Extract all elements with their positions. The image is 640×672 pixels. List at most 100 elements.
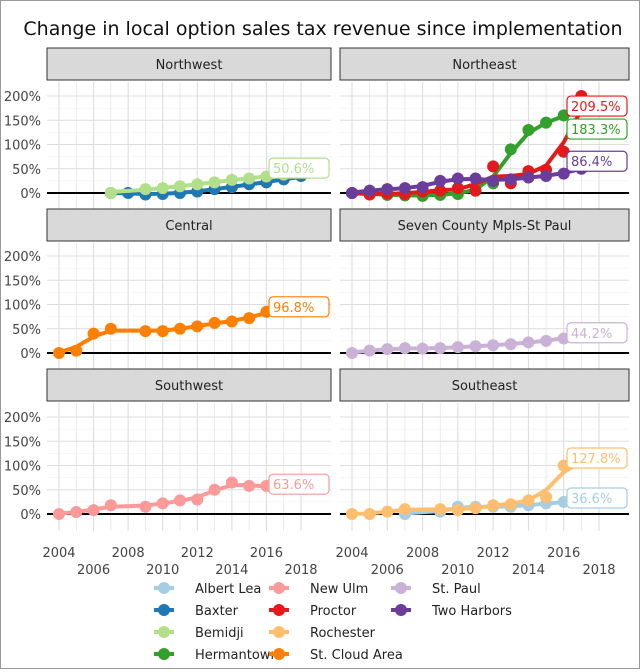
y-tick-label: 50% — [12, 163, 41, 178]
panel-seven-county-mpls-st-paul: Seven County Mpls-St Paul 44.2% — [339, 208, 630, 370]
y-tick-label: 200% — [4, 250, 41, 265]
panel-title: Southwest — [155, 379, 223, 394]
data-point — [434, 503, 447, 516]
legend-marker — [158, 582, 170, 594]
legend-item: St. Paul — [391, 582, 481, 597]
legend-item: Albert Lea — [154, 582, 261, 597]
x-tick-label: 2012 — [181, 546, 214, 561]
y-tick-label: 150% — [4, 274, 41, 289]
data-point — [225, 315, 238, 328]
data-point — [53, 347, 65, 359]
data-point — [451, 504, 464, 517]
x-tick-label: 2012 — [477, 546, 510, 561]
legend-label: St. Cloud Area — [310, 648, 403, 663]
value-label: 127.8% — [571, 452, 621, 467]
data-point — [225, 173, 238, 186]
data-point — [381, 343, 394, 356]
data-point — [174, 180, 186, 193]
legend-label: New Ulm — [310, 582, 368, 597]
legend-item: Baxter — [154, 604, 239, 619]
panel-title: Southeast — [452, 379, 518, 394]
panel-central: Central 0% 50% 100% 150% 200% 96.8% — [4, 208, 332, 370]
legend-marker — [395, 604, 407, 616]
value-label: 183.3% — [571, 123, 621, 138]
data-point — [243, 312, 256, 325]
value-label-box — [566, 447, 628, 469]
data-point — [87, 327, 100, 340]
data-point — [504, 498, 517, 511]
panel-strip — [46, 47, 332, 81]
x-tick-label: 2006 — [77, 563, 110, 578]
data-point — [191, 320, 204, 333]
panel-strip — [46, 368, 332, 402]
y-tick-label: 150% — [4, 435, 41, 450]
data-point — [522, 336, 535, 349]
data-point — [363, 344, 376, 357]
legend-marker — [273, 604, 285, 616]
data-point — [243, 172, 256, 185]
value-label-box — [268, 473, 330, 495]
data-point — [434, 174, 447, 187]
legend-item: Hermantown — [154, 648, 279, 663]
x-tick-label: 2014 — [512, 563, 545, 578]
data-point — [469, 502, 482, 515]
legend-item: Two Harbors — [391, 604, 512, 619]
value-label-box — [566, 322, 628, 344]
data-point — [156, 497, 169, 510]
y-tick-label: 100% — [4, 460, 41, 475]
legend-label: Hermantown — [195, 648, 279, 663]
data-point — [191, 178, 204, 191]
legend-item: Rochester — [269, 626, 376, 641]
data-point — [208, 176, 221, 189]
x-tick-label: 2010 — [441, 563, 474, 578]
legend-label: Baxter — [195, 604, 239, 619]
panel-title: Seven County Mpls-St Paul — [398, 219, 572, 234]
data-point — [434, 184, 447, 197]
data-point — [487, 339, 500, 352]
value-label: 96.8% — [273, 301, 314, 316]
legend-item: St. Cloud Area — [269, 648, 403, 663]
data-point — [487, 160, 500, 173]
x-tick-label: 2014 — [215, 563, 248, 578]
value-label-box — [566, 150, 628, 172]
data-point — [53, 508, 65, 520]
data-point — [487, 174, 500, 187]
data-point — [174, 322, 186, 335]
data-point — [139, 500, 152, 513]
data-point — [540, 491, 553, 504]
x-tick-label: 2018 — [284, 563, 317, 578]
value-label: 44.2% — [571, 327, 612, 342]
data-point — [381, 505, 394, 518]
data-point — [504, 143, 517, 156]
legend-marker — [273, 626, 285, 638]
data-point — [156, 325, 169, 338]
data-point — [70, 344, 83, 357]
data-point — [469, 340, 482, 353]
y-tick-label: 100% — [4, 139, 41, 154]
y-tick-label: 0% — [20, 508, 41, 523]
data-point — [208, 316, 221, 329]
panel-strip — [339, 368, 630, 402]
x-tick-label: 2010 — [146, 563, 179, 578]
y-tick-label: 200% — [4, 411, 41, 426]
legend-item: Proctor — [269, 604, 357, 619]
legend-item: New Ulm — [269, 582, 368, 597]
value-label-box — [268, 296, 330, 318]
legend-label: Proctor — [310, 604, 357, 619]
x-tick-label: 2008 — [112, 546, 145, 561]
y-tick-label: 0% — [20, 187, 41, 202]
chart-title: Change in local option sales tax revenue… — [23, 18, 622, 40]
value-label: 36.6% — [571, 492, 612, 507]
value-label-box — [268, 157, 330, 179]
x-tick-label: 2018 — [582, 563, 615, 578]
x-tick-label: 2004 — [42, 546, 75, 561]
data-point — [225, 476, 238, 489]
data-point — [139, 183, 152, 196]
data-point — [557, 167, 570, 180]
data-point — [540, 334, 553, 347]
data-point — [346, 508, 358, 520]
data-point — [70, 506, 83, 519]
legend-marker — [273, 648, 285, 660]
